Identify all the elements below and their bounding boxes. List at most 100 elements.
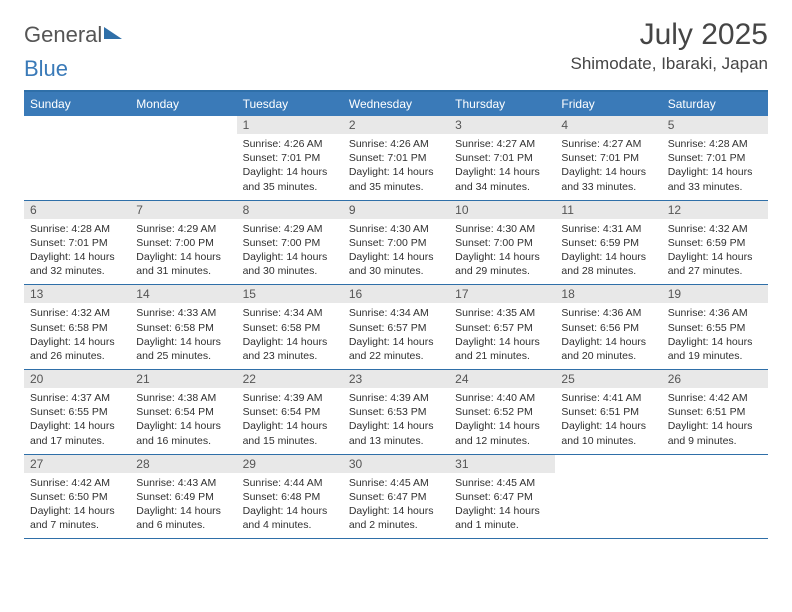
day-number (555, 455, 661, 473)
day-cell: 25Sunrise: 4:41 AMSunset: 6:51 PMDayligh… (555, 370, 661, 454)
day-info: Sunrise: 4:36 AMSunset: 6:56 PMDaylight:… (561, 306, 655, 363)
sunrise-text: Sunrise: 4:41 AM (561, 391, 655, 405)
sunset-text: Sunset: 6:54 PM (136, 405, 230, 419)
sunset-text: Sunset: 7:00 PM (349, 236, 443, 250)
day-cell: 6Sunrise: 4:28 AMSunset: 7:01 PMDaylight… (24, 201, 130, 285)
sunset-text: Sunset: 6:58 PM (30, 321, 124, 335)
weekday-header: Thursday (449, 92, 555, 116)
daylight-text: Daylight: 14 hours and 33 minutes. (561, 165, 655, 193)
weekday-header: Sunday (24, 92, 130, 116)
sunrise-text: Sunrise: 4:36 AM (561, 306, 655, 320)
day-info: Sunrise: 4:32 AMSunset: 6:59 PMDaylight:… (668, 222, 762, 279)
day-cell (662, 455, 768, 539)
title-block: July 2025 Shimodate, Ibaraki, Japan (570, 18, 768, 74)
sunset-text: Sunset: 6:55 PM (30, 405, 124, 419)
sunrise-text: Sunrise: 4:31 AM (561, 222, 655, 236)
day-info: Sunrise: 4:27 AMSunset: 7:01 PMDaylight:… (561, 137, 655, 194)
day-cell: 24Sunrise: 4:40 AMSunset: 6:52 PMDayligh… (449, 370, 555, 454)
daylight-text: Daylight: 14 hours and 13 minutes. (349, 419, 443, 447)
sunset-text: Sunset: 6:57 PM (455, 321, 549, 335)
daylight-text: Daylight: 14 hours and 12 minutes. (455, 419, 549, 447)
sunset-text: Sunset: 6:59 PM (561, 236, 655, 250)
daylight-text: Daylight: 14 hours and 2 minutes. (349, 504, 443, 532)
sunrise-text: Sunrise: 4:39 AM (243, 391, 337, 405)
sunrise-text: Sunrise: 4:39 AM (349, 391, 443, 405)
day-cell: 29 Sunrise: 4:44 AMSunset: 6:48 PMDayligh… (237, 455, 343, 539)
sunrise-text: Sunrise: 4:27 AM (455, 137, 549, 151)
day-info: Sunrise: 4:30 AMSunset: 7:00 PMDaylight:… (455, 222, 549, 279)
location-label: Shimodate, Ibaraki, Japan (570, 54, 768, 74)
brand-part1: General (24, 22, 102, 48)
day-number: 17 (449, 285, 555, 303)
daylight-text: Daylight: 14 hours and 21 minutes. (455, 335, 549, 363)
weekday-header: Friday (555, 92, 661, 116)
day-number: 11 (555, 201, 661, 219)
day-number: 3 (449, 116, 555, 134)
day-cell: 7Sunrise: 4:29 AMSunset: 7:00 PMDaylight… (130, 201, 236, 285)
sunset-text: Sunset: 7:00 PM (455, 236, 549, 250)
daylight-text: Daylight: 14 hours and 33 minutes. (668, 165, 762, 193)
week-row: 20Sunrise: 4:37 AMSunset: 6:55 PMDayligh… (24, 370, 768, 455)
daylight-text: Daylight: 14 hours and 7 minutes. (30, 504, 124, 532)
day-info: Sunrise: 4:45 AMSunset: 6:47 PMDaylight:… (349, 476, 443, 533)
sunrise-text: Sunrise: 4:40 AM (455, 391, 549, 405)
day-number: 18 (555, 285, 661, 303)
day-cell: 16Sunrise: 4:34 AMSunset: 6:57 PMDayligh… (343, 285, 449, 369)
day-cell: 8Sunrise: 4:29 AMSunset: 7:00 PMDaylight… (237, 201, 343, 285)
sunrise-text: Sunrise: 4:26 AM (349, 137, 443, 151)
daylight-text: Daylight: 14 hours and 9 minutes. (668, 419, 762, 447)
day-info: Sunrise: 4:44 AMSunset: 6:48 PMDaylight:… (243, 476, 337, 533)
daylight-text: Daylight: 14 hours and 34 minutes. (455, 165, 549, 193)
day-cell: 11Sunrise: 4:31 AMSunset: 6:59 PMDayligh… (555, 201, 661, 285)
day-number: 21 (130, 370, 236, 388)
daylight-text: Daylight: 14 hours and 1 minute. (455, 504, 549, 532)
day-cell: 30 Sunrise: 4:45 AMSunset: 6:47 PMDayligh… (343, 455, 449, 539)
week-row: 6Sunrise: 4:28 AMSunset: 7:01 PMDaylight… (24, 201, 768, 286)
day-number: 19 (662, 285, 768, 303)
sunrise-text: Sunrise: 4:34 AM (349, 306, 443, 320)
day-cell: 14Sunrise: 4:33 AMSunset: 6:58 PMDayligh… (130, 285, 236, 369)
sunrise-text: Sunrise: 4:34 AM (243, 306, 337, 320)
daylight-text: Daylight: 14 hours and 30 minutes. (243, 250, 337, 278)
daylight-text: Daylight: 14 hours and 10 minutes. (561, 419, 655, 447)
day-info: Sunrise: 4:42 AMSunset: 6:50 PMDaylight:… (30, 476, 124, 533)
day-info: Sunrise: 4:42 AMSunset: 6:51 PMDaylight:… (668, 391, 762, 448)
week-row: 13Sunrise: 4:32 AMSunset: 6:58 PMDayligh… (24, 285, 768, 370)
sunrise-text: Sunrise: 4:29 AM (136, 222, 230, 236)
sunset-text: Sunset: 6:53 PM (349, 405, 443, 419)
day-cell (555, 455, 661, 539)
day-cell: 15Sunrise: 4:34 AMSunset: 6:58 PMDayligh… (237, 285, 343, 369)
day-number: 27 (24, 455, 130, 473)
daylight-text: Daylight: 14 hours and 16 minutes. (136, 419, 230, 447)
day-number: 24 (449, 370, 555, 388)
sunrise-text: Sunrise: 4:30 AM (455, 222, 549, 236)
day-number: 22 (237, 370, 343, 388)
sunrise-text: Sunrise: 4:37 AM (30, 391, 124, 405)
sunrise-text: Sunrise: 4:45 AM (349, 476, 443, 490)
day-info: Sunrise: 4:38 AMSunset: 6:54 PMDaylight:… (136, 391, 230, 448)
sunset-text: Sunset: 7:01 PM (30, 236, 124, 250)
brand-logo: General (24, 18, 122, 48)
day-cell: 22Sunrise: 4:39 AMSunset: 6:54 PMDayligh… (237, 370, 343, 454)
sunrise-text: Sunrise: 4:28 AM (668, 137, 762, 151)
sunrise-text: Sunrise: 4:42 AM (668, 391, 762, 405)
weeks-container: 1Sunrise: 4:26 AMSunset: 7:01 PMDaylight… (24, 116, 768, 539)
day-info: Sunrise: 4:32 AMSunset: 6:58 PMDaylight:… (30, 306, 124, 363)
daylight-text: Daylight: 14 hours and 29 minutes. (455, 250, 549, 278)
sunset-text: Sunset: 6:54 PM (243, 405, 337, 419)
day-number: 10 (449, 201, 555, 219)
weekday-header: Tuesday (237, 92, 343, 116)
day-info: Sunrise: 4:29 AMSunset: 7:00 PMDaylight:… (243, 222, 337, 279)
calendar: SundayMondayTuesdayWednesdayThursdayFrid… (24, 90, 768, 539)
day-cell: 4Sunrise: 4:27 AMSunset: 7:01 PMDaylight… (555, 116, 661, 200)
day-number: 29 (237, 455, 343, 473)
day-number: 30 (343, 455, 449, 473)
sunset-text: Sunset: 7:01 PM (668, 151, 762, 165)
sunrise-text: Sunrise: 4:26 AM (243, 137, 337, 151)
day-number: 6 (24, 201, 130, 219)
sunset-text: Sunset: 6:58 PM (243, 321, 337, 335)
sunset-text: Sunset: 6:48 PM (243, 490, 337, 504)
daylight-text: Daylight: 14 hours and 27 minutes. (668, 250, 762, 278)
sunrise-text: Sunrise: 4:35 AM (455, 306, 549, 320)
week-row: 1Sunrise: 4:26 AMSunset: 7:01 PMDaylight… (24, 116, 768, 201)
